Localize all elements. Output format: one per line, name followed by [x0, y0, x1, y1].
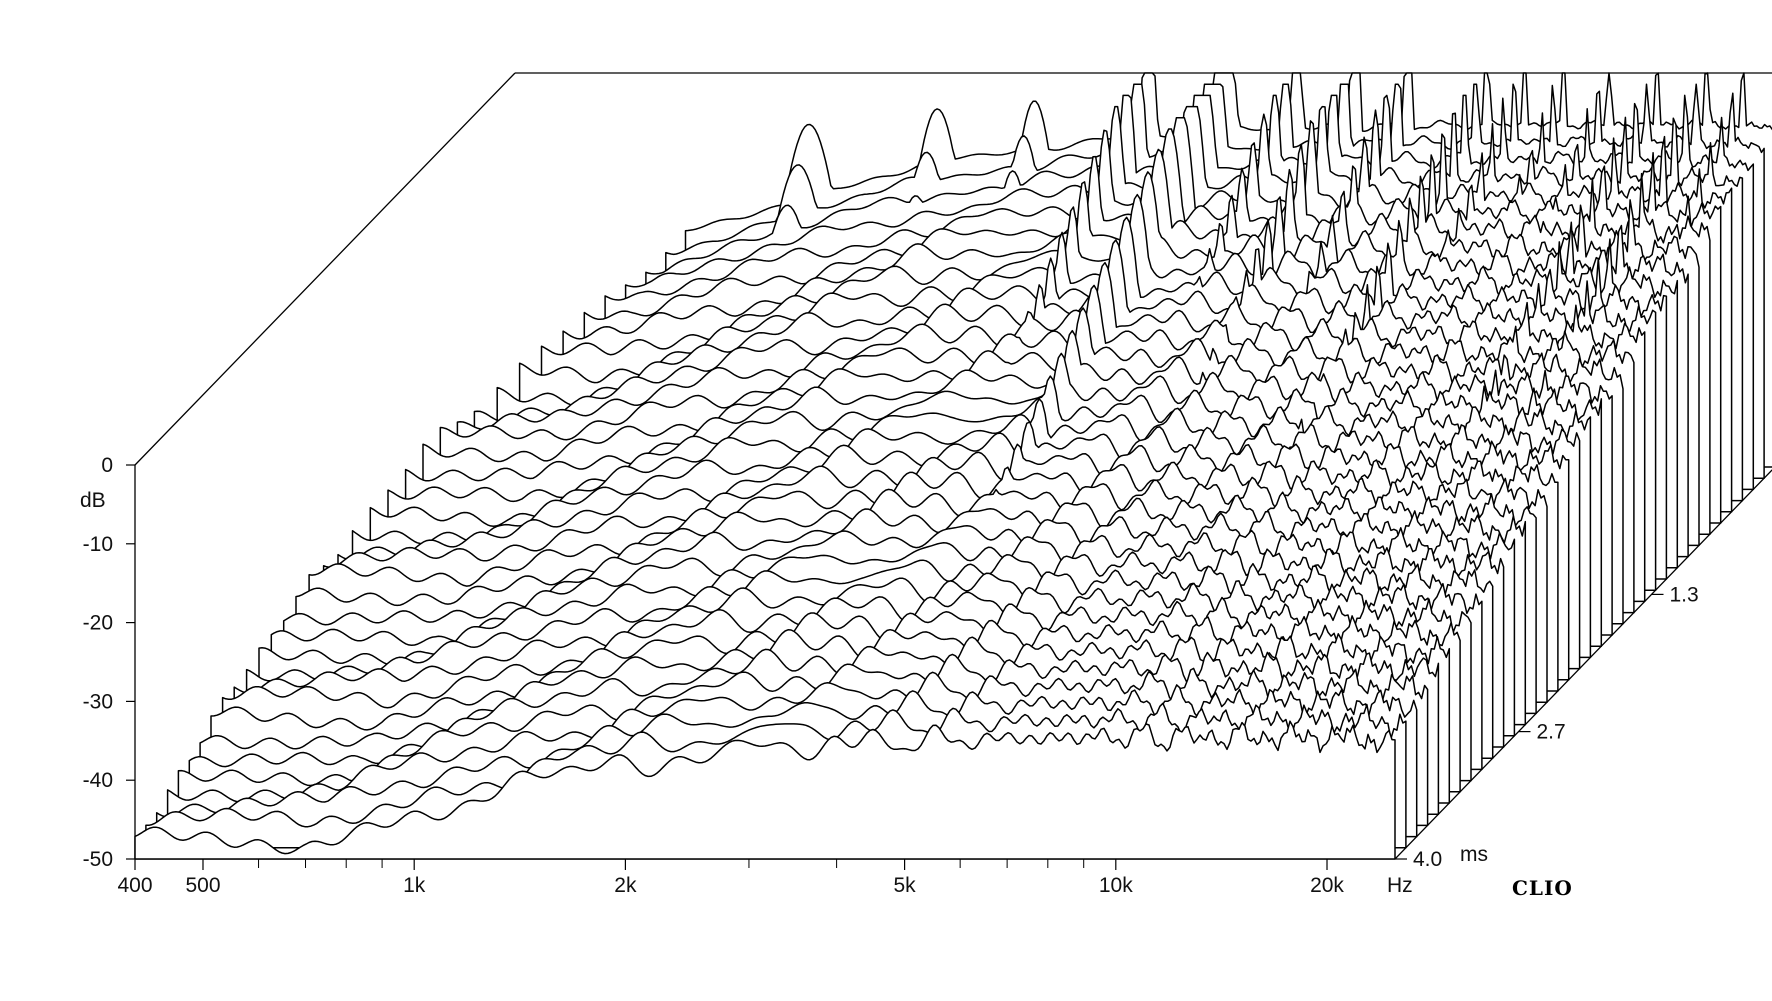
z-tick-label: 4.0: [1413, 848, 1442, 871]
x-tick-label: 2k: [614, 874, 637, 897]
x-tick-label: 10k: [1099, 874, 1133, 897]
y-axis-unit-label: dB: [80, 489, 106, 512]
x-tick-label: 1k: [403, 874, 426, 897]
y-tick-label: -30: [83, 690, 113, 713]
y-tick-label: -20: [83, 612, 113, 635]
z-tick-label: 2.7: [1537, 721, 1566, 744]
x-axis-unit-label: Hz: [1387, 874, 1413, 897]
z-axis-line: [1394, 469, 1772, 860]
left-top-depth-edge: [134, 72, 516, 466]
z-axis-unit-label: ms: [1460, 843, 1488, 866]
slice-traces: [134, 72, 1772, 860]
slice-trace: [134, 720, 1396, 860]
x-tick-label: 5k: [894, 874, 917, 897]
y-tick-label: -50: [83, 848, 113, 871]
z-tick-label: 1.3: [1670, 583, 1699, 606]
x-tick-label: 500: [185, 874, 220, 897]
x-tick-label: 400: [117, 874, 152, 897]
x-tick-label: 20k: [1310, 874, 1344, 897]
clio-brand-label: CLIO: [1512, 876, 1573, 900]
y-tick-label: -10: [83, 533, 113, 556]
y-tick-label: -40: [83, 769, 113, 792]
y-tick-label: 0: [101, 454, 113, 477]
